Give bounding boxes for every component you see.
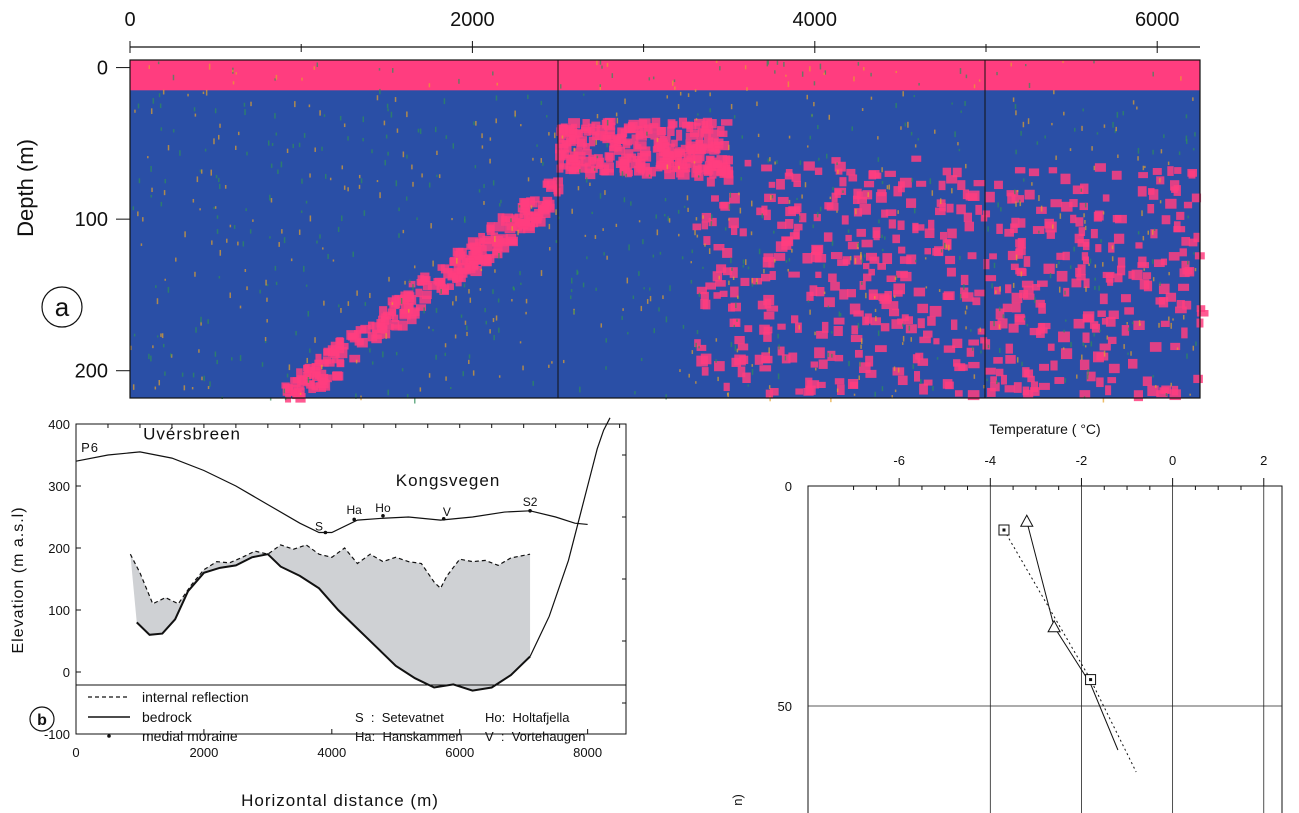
panel-b-badge: b	[29, 706, 55, 732]
panel-c-partial-ylabel: n)	[730, 794, 745, 806]
profile-place-labels: P6 Uvérsbreen Kongsvegen S Ha Ho V S2	[81, 425, 538, 534]
legend-abbrev-v: V : Vortehaugen	[485, 729, 585, 744]
temperature-axis-tick-label: -2	[1076, 453, 1088, 468]
triangle-marker	[1019, 514, 1034, 527]
radar-frame	[129, 59, 1201, 399]
medial-moraine-point	[323, 530, 328, 535]
panel-b-letter: b	[37, 712, 47, 729]
reflector-zone-3	[692, 155, 948, 399]
point-label: S	[315, 520, 323, 534]
panel-c-temperature-profile: -6 -4 -2 0 2 0 50 Temperature ( °C) n)	[730, 421, 1283, 813]
panel-c-depth-tick-label: 0	[785, 479, 792, 494]
distance-axis-label: Horizontal distance (m)	[241, 791, 439, 810]
panel-a-letter: a	[55, 292, 70, 322]
distance-axis-tick-label: 8000	[573, 745, 602, 760]
legend-abbrev-ho: Ho: Holtafjella	[485, 710, 570, 725]
panel-a-radargram: 0 2000 4000 6000 0 100 200 Depth (m) a	[13, 9, 1209, 404]
surface-reflection-band	[130, 60, 1200, 91]
top-axis-tick-label: 0	[124, 9, 135, 31]
temperature-lines	[1003, 521, 1137, 773]
top-axis-tick-label: 4000	[793, 9, 838, 31]
temperature-line-square	[1003, 529, 1137, 773]
temperature-axis-tick-label: -6	[893, 453, 905, 468]
series-valley-wall	[529, 417, 611, 657]
depth-axis-ticks: 0 100 200	[75, 58, 130, 383]
temperature-grid	[808, 486, 1282, 813]
medial-moraine-point	[352, 517, 356, 522]
temperature-axis-tick-label: 2	[1260, 453, 1267, 468]
top-axis-tick-label: 2000	[450, 9, 495, 31]
series-surface	[75, 451, 588, 534]
elevation-axis-tick-label: 0	[63, 665, 70, 680]
panel-c-frame	[807, 485, 1283, 813]
temperature-line-triangle	[1026, 521, 1119, 751]
radar-field	[130, 60, 1209, 404]
ice-fill	[130, 544, 531, 691]
square-marker-dot	[1002, 528, 1006, 532]
temperature-axis-tick-label: -4	[985, 453, 997, 468]
distance-axis-tick-label: 2000	[189, 745, 218, 760]
medial-moraine-points	[323, 509, 532, 535]
legend: internal reflection bedrock medial morai…	[88, 689, 585, 744]
legend-abbrev-ha: Ha: Hanskammen	[355, 729, 463, 744]
temperature-axis-tick-label: 0	[1169, 453, 1176, 468]
legend-abbrev-s: S : Setevatnet	[355, 710, 444, 725]
temperature-axis-label: Temperature ( °C)	[989, 421, 1100, 437]
triangle-marker	[1047, 619, 1061, 633]
panel-c-depth-tick-label: 50	[778, 699, 792, 714]
elevation-axis-tick-label: 400	[48, 417, 70, 432]
panel-a-badge: a	[41, 286, 83, 328]
radar-speckle	[130, 60, 1197, 404]
elevation-axis-ticks: -100 0 100 200 300 400	[44, 417, 626, 742]
depth-axis-tick-label: 0	[97, 58, 108, 80]
elevation-axis-label: Elevation (m a.s.l)	[10, 506, 27, 653]
point-label: V	[443, 505, 451, 519]
panel-c-depth-ticks: 0 50	[778, 479, 792, 714]
distance-axis-tick-label: 0	[72, 745, 79, 760]
reflector-zone-2	[555, 117, 734, 180]
place-label: Uvérsbreen	[143, 425, 241, 444]
ice-shaded-area	[130, 544, 531, 691]
point-label: Ho	[375, 501, 391, 515]
square-marker-dot	[1089, 678, 1093, 682]
legend-point-swatch	[107, 734, 111, 738]
temperature-markers	[998, 514, 1097, 686]
medial-moraine-point	[441, 517, 446, 521]
place-label: P6	[81, 440, 99, 455]
reflector-zone-4	[942, 163, 1209, 402]
series-internal-reflection	[129, 544, 531, 605]
radar-background	[130, 60, 1200, 398]
temperature-axis-ticks: -6 -4 -2 0 2	[853, 453, 1267, 490]
elevation-axis-tick-label: 300	[48, 479, 70, 494]
point-label: Ha	[347, 503, 363, 517]
top-axis-tick-label: 6000	[1135, 9, 1180, 31]
elevation-axis-tick-label: 200	[48, 541, 70, 556]
series-bedrock	[136, 553, 531, 692]
medial-moraine-point	[381, 513, 385, 518]
point-label: S2	[523, 495, 538, 509]
depth-axis-label: Depth (m)	[13, 139, 38, 237]
profile-lines	[75, 417, 611, 692]
legend-bedrock: bedrock	[142, 709, 193, 725]
medial-moraine-point	[528, 509, 532, 513]
distance-axis-tick-label: 6000	[445, 745, 474, 760]
elevation-axis-tick-label: 100	[48, 603, 70, 618]
top-axis-ticks: 0 2000 4000 6000	[124, 9, 1179, 53]
distance-axis-tick-label: 4000	[317, 745, 346, 760]
depth-axis-tick-label: 200	[75, 361, 108, 383]
distance-axis-ticks: 0 2000 4000 6000 8000	[72, 424, 621, 760]
legend-medial-moraine: medial moraine	[142, 728, 238, 744]
depth-axis-tick-label: 100	[75, 209, 108, 231]
place-label: Kongsvegen	[396, 471, 501, 490]
legend-internal-reflection: internal reflection	[142, 689, 249, 705]
elevation-axis-tick-label: -100	[44, 727, 70, 742]
